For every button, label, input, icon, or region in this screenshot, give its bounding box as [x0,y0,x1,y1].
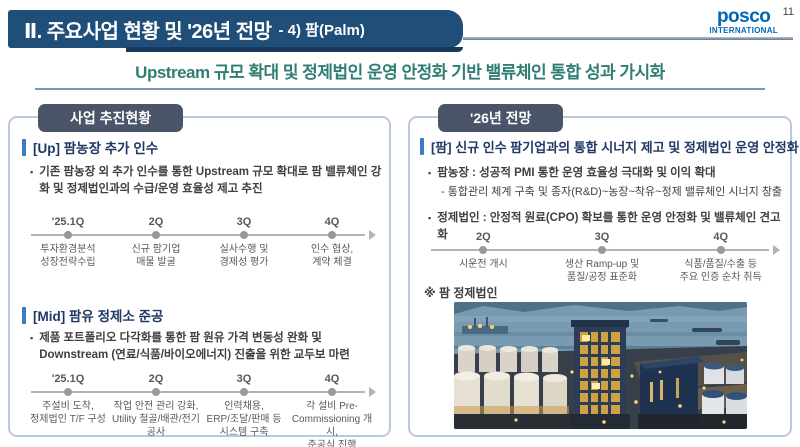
outlook-subbullet: - 통합관리 체계 구축 및 종자(R&D)~농장~착유~정제 밸류체인 시너지… [441,186,783,199]
posco-logo-subtext: INTERNATIONAL [709,26,778,35]
timeline-quarter: '25.1Q [51,216,85,228]
timeline-desc: 신규 팜기업 매물 발굴 [131,244,181,268]
timeline-desc: 각 설비 Pre- Commissioning 개시, 준공식 진행 [291,401,373,447]
timeline-quarter: 3Q [236,216,252,228]
timeline-dot [240,388,248,396]
timeline-up: '25.1Q 2Q 3Q 4Q 투자환경분석 성장전략수립 신규 팜기업 매물 … [24,216,376,269]
outlook-bullet-refinery: ▪ 정제법인 : 안정적 원료(CPO) 확보를 통한 운영 안정화 및 밸류체… [428,210,786,245]
bullet-marker: ▪ [30,333,34,343]
timeline-axis [24,229,376,241]
section-palm-title: [팜] 신규 인수 팜기업과의 통합 시너지 제고 및 정제법인 운영 안정화 [420,137,799,156]
timeline-mid: '25.1Q 2Q 3Q 4Q 주설비 도착, 정제법인 T/F 구성 작업 안… [24,373,376,447]
outlook-bullet-farm: ▪ 팜농장 : 성공적 PMI 통한 운영 효율성 극대화 및 이익 확대 - … [428,165,786,201]
page-number: 11 [782,6,794,18]
timeline-dot [479,246,488,254]
panel-business-status: 사업 추진현황 [Up] 팜농장 추가 인수 ▪ 기존 팜농장 외 추가 인수를… [8,104,391,447]
timeline-quarter: 3Q [236,373,252,385]
section-accent-bar [22,306,26,324]
banner-underline [126,47,463,52]
timeline-arrow-icon [773,245,780,255]
header-rule [463,37,793,40]
panel-outlook-2026: '26년 전망 [팜] 신규 인수 팜기업과의 통합 시너지 제고 및 정제법인… [408,104,799,437]
timeline-quarter: 2Q [475,231,491,243]
timeline-desc: 생산 Ramp-up 및 품질/공정 표준화 [564,259,640,283]
timeline-desc: 작업 안전 관리 강화, Utility 철골/배관/전기 공사 [112,401,200,438]
refinery-photo-illustration [454,302,747,429]
section-accent-bar [22,138,26,156]
timeline-desc: 인력채용, ERP/조달/판매 등 시스템 구축 [206,401,282,438]
timeline-dot [328,231,336,239]
bullet-marker: ▪ [428,168,432,178]
timeline-quarter: 4Q [713,231,729,243]
timeline-quarter: 4Q [324,373,340,385]
timeline-dot [328,388,336,396]
timeline-dot [152,231,160,239]
bullet-marker: ▪ [30,167,34,177]
slide-title-banner: Ⅱ. 주요사업 현황 및 '26년 전망 - 4) 팜(Palm) [8,10,463,48]
timeline-desc: 인수 협상, 계약 체결 [310,244,354,268]
timeline-arrow-icon [369,230,376,240]
timeline-quarter: 4Q [324,216,340,228]
timeline-axis [24,386,376,398]
timeline-outlook: 2Q 3Q 4Q 시운전 개시 생산 Ramp-up 및 품질/공정 표준화 식… [424,231,780,284]
photo-caption: ※ 팜 정제법인 [424,286,498,300]
posco-logo-text: posco [716,6,771,27]
section-accent-bar [420,138,424,155]
posco-logo: posco INTERNATIONAL [709,7,778,35]
timeline-dot [716,246,725,254]
subtitle-underline [35,88,765,90]
refinery-photo [454,302,747,429]
section-mid-title: [Mid] 팜유 정제소 준공 [22,305,163,325]
timeline-quarter: 2Q [148,373,164,385]
timeline-dot [64,388,72,396]
timeline-dot [240,231,248,239]
timeline-arrow-icon [369,387,376,397]
slide-title-suffix: - 4) 팜(Palm) [278,21,365,39]
timeline-desc: 주설비 도착, 정제법인 T/F 구성 [30,401,106,425]
timeline-dot [152,388,160,396]
timeline-desc: 실사수행 및 경제성 평가 [219,244,269,268]
timeline-desc: 식품/품질/수출 등 주요 인증 순차 취득 [679,259,762,283]
section-up-title: [Up] 팜농장 추가 인수 [22,137,158,157]
timeline-desc: 시운전 개시 [458,259,508,270]
panel-left-tab: 사업 추진현황 [38,104,184,132]
slide-subtitle: Upstream 규모 확대 및 정제법인 운영 안정화 기반 밸류체인 통합 … [135,63,665,82]
timeline-quarter: 2Q [148,216,164,228]
panel-right-tab: '26년 전망 [438,104,564,132]
timeline-quarter: '25.1Q [51,373,85,385]
section-mid-bullet: ▪ 제품 포트폴리오 다각화를 통한 팜 원유 가격 변동성 완화 및 Down… [30,330,385,365]
slide-title: Ⅱ. 주요사업 현황 및 '26년 전망 [24,20,272,43]
timeline-quarter: 3Q [594,231,610,243]
timeline-dot [64,231,72,239]
timeline-dot [598,246,606,254]
timeline-axis [424,244,780,256]
section-up-bullet: ▪ 기존 팜농장 외 추가 인수를 통한 Upstream 규모 확대로 팜 밸… [30,164,382,199]
timeline-desc: 투자환경분석 성장전략수립 [40,244,96,268]
bullet-marker: ▪ [428,213,432,223]
